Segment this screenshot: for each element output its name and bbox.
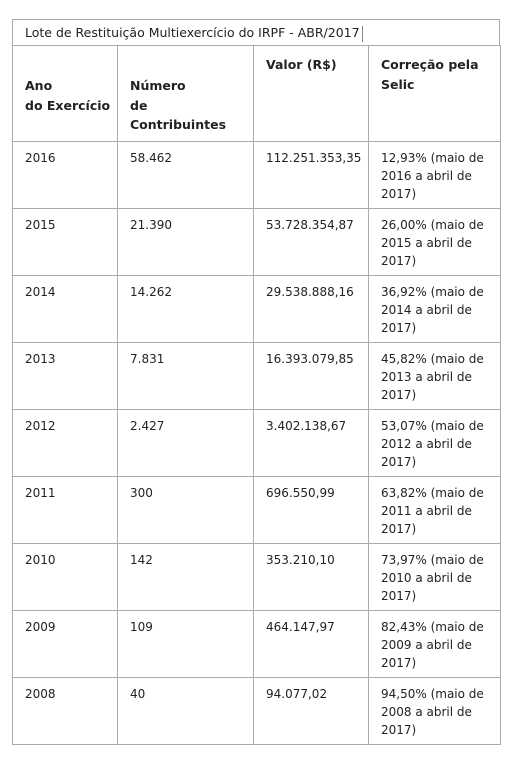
- cell-value: 3.402.138,67: [253, 409, 369, 477]
- caption-text: Lote de Restituição Multiexercício do IR…: [25, 25, 360, 40]
- cell-correction: 26,00% (maio de 2015 a abril de 2017): [368, 208, 501, 276]
- cell-year: 2015: [12, 208, 118, 276]
- cell-year: 2008: [12, 677, 118, 745]
- header-taxpayers: Número de Contribuintes: [117, 45, 254, 142]
- cell-correction: 12,93% (maio de 2016 a abril de 2017): [368, 141, 501, 209]
- table-row: 2013 7.831 16.393.079,85 45,82% (maio de…: [12, 342, 501, 410]
- header-value: Valor (R$): [253, 45, 369, 142]
- text-cursor: [361, 25, 363, 42]
- cell-taxpayers: 21.390: [117, 208, 254, 276]
- cell-year: 2011: [12, 476, 118, 544]
- cell-taxpayers: 58.462: [117, 141, 254, 209]
- table-row: 2010 142 353.210,10 73,97% (maio de 2010…: [12, 543, 501, 611]
- table-caption: Lote de Restituição Multiexercício do IR…: [12, 19, 500, 46]
- cell-taxpayers: 40: [117, 677, 254, 745]
- table-row: 2008 40 94.077,02 94,50% (maio de 2008 a…: [12, 677, 501, 745]
- cell-correction: 73,97% (maio de 2010 a abril de 2017): [368, 543, 501, 611]
- cell-value: 464.147,97: [253, 610, 369, 678]
- cell-correction: 63,82% (maio de 2011 a abril de 2017): [368, 476, 501, 544]
- cell-correction: 53,07% (maio de 2012 a abril de 2017): [368, 409, 501, 477]
- header-year: Ano do Exercício: [12, 45, 118, 142]
- cell-correction: 94,50% (maio de 2008 a abril de 2017): [368, 677, 501, 745]
- cell-year: 2012: [12, 409, 118, 477]
- table-row: 2012 2.427 3.402.138,67 53,07% (maio de …: [12, 409, 501, 477]
- table-row: 2009 109 464.147,97 82,43% (maio de 2009…: [12, 610, 501, 678]
- cell-taxpayers: 109: [117, 610, 254, 678]
- cell-value: 94.077,02: [253, 677, 369, 745]
- cell-taxpayers: 14.262: [117, 275, 254, 343]
- table-body: 2016 58.462 112.251.353,35 12,93% (maio …: [12, 141, 501, 745]
- table-row: 2011 300 696.550,99 63,82% (maio de 2011…: [12, 476, 501, 544]
- cell-value: 696.550,99: [253, 476, 369, 544]
- cell-taxpayers: 2.427: [117, 409, 254, 477]
- cell-value: 112.251.353,35: [253, 141, 369, 209]
- cell-correction: 36,92% (maio de 2014 a abril de 2017): [368, 275, 501, 343]
- cell-value: 353.210,10: [253, 543, 369, 611]
- table-header: Ano do Exercício Número de Contribuintes…: [12, 45, 501, 142]
- cell-taxpayers: 300: [117, 476, 254, 544]
- cell-year: 2014: [12, 275, 118, 343]
- cell-year: 2009: [12, 610, 118, 678]
- cell-correction: 82,43% (maio de 2009 a abril de 2017): [368, 610, 501, 678]
- cell-value: 53.728.354,87: [253, 208, 369, 276]
- refund-table: Ano do Exercício Número de Contribuintes…: [12, 45, 501, 745]
- cell-year: 2016: [12, 141, 118, 209]
- table-row: 2015 21.390 53.728.354,87 26,00% (maio d…: [12, 208, 501, 276]
- cell-value: 16.393.079,85: [253, 342, 369, 410]
- table-row: 2016 58.462 112.251.353,35 12,93% (maio …: [12, 141, 501, 209]
- cell-correction: 45,82% (maio de 2013 a abril de 2017): [368, 342, 501, 410]
- header-row: Ano do Exercício Número de Contribuintes…: [12, 45, 501, 142]
- cell-taxpayers: 7.831: [117, 342, 254, 410]
- cell-year: 2013: [12, 342, 118, 410]
- header-correction: Correção pela Selic: [368, 45, 501, 142]
- table-row: 2014 14.262 29.538.888,16 36,92% (maio d…: [12, 275, 501, 343]
- cell-taxpayers: 142: [117, 543, 254, 611]
- cell-value: 29.538.888,16: [253, 275, 369, 343]
- cell-year: 2010: [12, 543, 118, 611]
